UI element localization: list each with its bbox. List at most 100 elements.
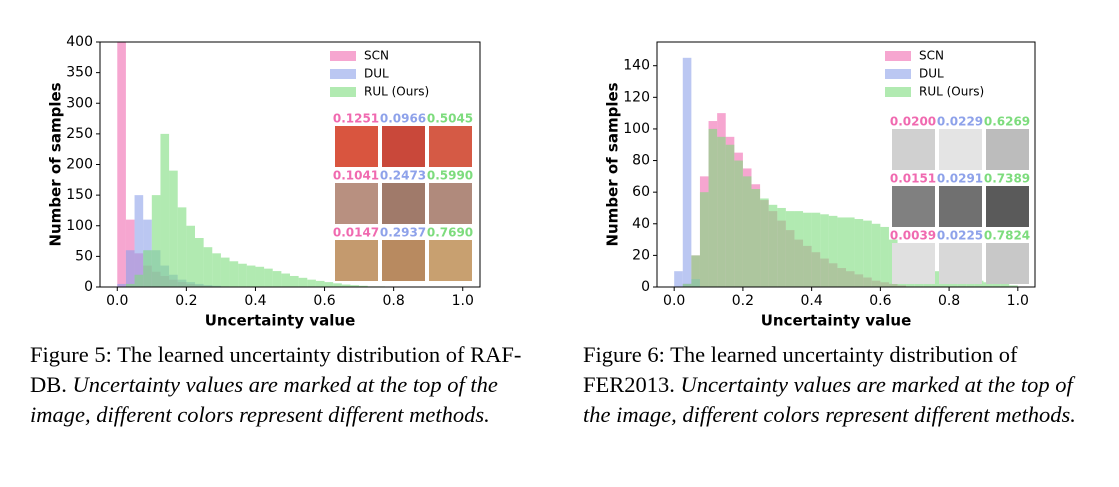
thumbnail-image <box>335 183 378 224</box>
caption-text: The learned uncertainty distribution of … <box>583 342 1018 397</box>
x-tick-label: 0.6 <box>313 293 335 309</box>
thumbnail-image <box>429 126 472 167</box>
x-axis-label: Uncertainty value <box>761 312 912 330</box>
histogram-bar <box>846 217 855 287</box>
thumbnail-label: 0.1041 <box>333 169 379 183</box>
thumbnail-label: 0.6269 <box>984 115 1030 129</box>
thumbnail-label: 0.0229 <box>937 115 983 129</box>
histogram-bar <box>871 223 881 287</box>
x-tick-label: 0.2 <box>732 293 754 309</box>
histogram-bar <box>359 285 368 287</box>
histogram-bar <box>691 255 700 287</box>
thumbnail-image <box>986 243 1029 284</box>
histogram-bar <box>751 189 761 287</box>
thumbnail-image <box>892 243 935 284</box>
histogram-bar <box>785 211 795 287</box>
histogram-bar <box>803 212 812 287</box>
histogram-bar <box>143 250 152 287</box>
caption: Figure 5: The learned uncertainty distri… <box>30 340 545 430</box>
thumbnail-label: 0.5045 <box>427 112 473 126</box>
histogram-bar <box>350 285 360 287</box>
histogram-bar <box>742 176 752 287</box>
histogram-bar <box>307 279 316 287</box>
y-axis-label: Number of samples <box>47 82 65 246</box>
y-tick-label: 60 <box>632 184 650 200</box>
caption-text: The learned uncertainty distribution of … <box>30 342 522 397</box>
thumbnail-image <box>335 126 378 167</box>
histogram-bar <box>983 282 993 287</box>
caption-label: Figure 5: <box>30 342 112 367</box>
thumbnail-image <box>382 183 425 224</box>
legend-swatch <box>330 87 356 97</box>
histogram-bar <box>880 226 889 287</box>
legend-swatch <box>885 69 911 79</box>
histogram-bar <box>837 217 846 287</box>
x-tick-label: 0.0 <box>663 293 685 309</box>
histogram-bar <box>725 144 735 287</box>
histogram-bar <box>699 192 709 287</box>
axes-frame <box>656 41 1036 288</box>
y-tick-label: 20 <box>632 247 650 263</box>
y-tick-label: 150 <box>66 187 93 203</box>
x-axis-label: Uncertainty value <box>205 312 356 330</box>
thumbnail-label: 0.0966 <box>380 112 426 126</box>
histogram-bar <box>281 273 290 287</box>
histogram-bar <box>760 198 769 287</box>
y-tick-label: 0 <box>641 279 650 295</box>
histogram-bar <box>212 253 221 287</box>
x-tick-label: 0.0 <box>106 293 128 309</box>
thumbnail-label: 0.2937 <box>380 226 426 240</box>
legend-swatch <box>885 87 911 97</box>
thumbnail-image <box>939 186 982 227</box>
y-axis-label: Number of samples <box>604 82 622 246</box>
histogram-bar <box>682 283 692 287</box>
x-tick-label: 0.8 <box>938 293 960 309</box>
histogram-bar <box>811 212 821 287</box>
histogram-bar <box>177 207 187 287</box>
histogram-bar <box>220 257 230 287</box>
y-tick-label: 40 <box>632 216 650 232</box>
thumbnail-label: 0.0225 <box>937 229 983 243</box>
histogram-bar <box>682 57 692 287</box>
thumbnail-label: 0.7389 <box>984 172 1030 186</box>
legend-swatch <box>885 51 911 61</box>
thumbnail-image <box>939 129 982 170</box>
histogram-bar <box>777 207 786 287</box>
legend-swatch <box>330 51 356 61</box>
x-tick-label: 1.0 <box>1007 293 1029 309</box>
histogram-bar <box>734 160 743 287</box>
y-tick-label: 100 <box>66 218 93 234</box>
thumbnail-image <box>892 186 935 227</box>
histogram-bar <box>195 238 204 287</box>
histogram-bar <box>315 280 325 287</box>
histogram-bar <box>186 225 195 287</box>
histogram-bar <box>169 170 178 287</box>
thumbnail-label: 0.5990 <box>427 169 473 183</box>
histogram-bar <box>324 282 334 287</box>
y-tick-label: 250 <box>66 126 93 142</box>
y-tick-label: 300 <box>66 95 93 111</box>
histogram-bar <box>674 271 683 287</box>
x-tick-label: 0.8 <box>383 293 405 309</box>
y-tick-label: 350 <box>66 65 93 81</box>
y-tick-label: 0 <box>84 279 93 295</box>
histogram-bar <box>931 271 941 287</box>
histogram-bar <box>717 136 726 287</box>
histogram-bar <box>246 265 256 287</box>
y-tick-label: 100 <box>623 121 650 137</box>
histogram-bar <box>229 261 239 287</box>
thumbnail-label: 0.7690 <box>427 226 473 240</box>
thumbnail-label: 0.0039 <box>890 229 936 243</box>
legend-swatch <box>330 69 356 79</box>
thumbnail-image <box>892 129 935 170</box>
histogram-bar <box>992 282 1001 287</box>
thumbnail-image <box>986 186 1029 227</box>
thumbnail-label: 0.0200 <box>890 115 936 129</box>
thumbnail-label: 0.0151 <box>890 172 936 186</box>
thumbnail-label: 0.2473 <box>380 169 426 183</box>
histogram-bar <box>854 219 864 287</box>
thumbnail-label: 0.1251 <box>333 112 379 126</box>
x-tick-label: 0.2 <box>175 293 197 309</box>
